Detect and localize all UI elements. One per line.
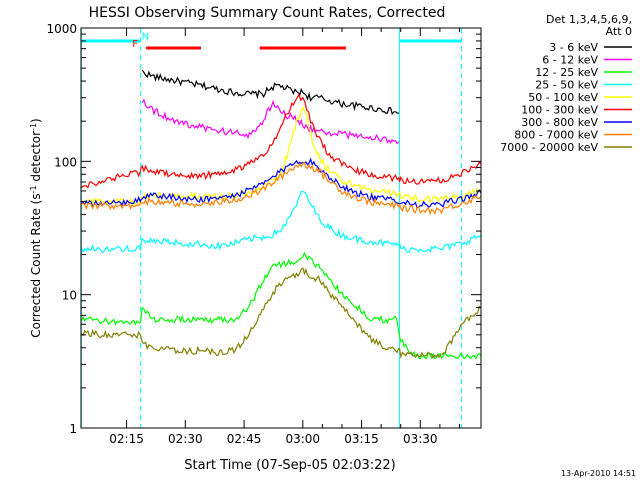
y-axis-ticks: 1 10 100 1000 xyxy=(46,22,481,436)
y-axis-label-part-1: -1 xyxy=(29,185,38,193)
x-tick-label-5: 03:30 xyxy=(403,432,438,446)
legend-label-6: 300 - 800 keV xyxy=(521,116,598,129)
x-tick-label-2: 02:45 xyxy=(227,432,262,446)
legend-label-5: 100 - 300 keV xyxy=(521,104,598,117)
legend-label-8: 7000 - 20000 keV xyxy=(500,141,598,154)
x-axis-label: Start Time (07-Sep-05 02:03:22) xyxy=(184,458,395,473)
y-axis-label-part-2: detector xyxy=(29,131,43,186)
series-line-7 xyxy=(81,161,482,216)
plot-frame xyxy=(80,27,482,429)
annotations: FN xyxy=(132,31,149,50)
series-line-5 xyxy=(81,93,482,189)
x-axis-ticks: 02:15 02:30 02:45 03:00 03:15 03:30 xyxy=(109,28,460,446)
y-tick-label-0: 1 xyxy=(69,422,77,436)
series-line-0 xyxy=(141,69,399,116)
legend-header-0: Det 1,3,4,5,6,9, xyxy=(546,13,632,26)
series-line-1 xyxy=(141,98,400,145)
y-axis-label-part-3: -1 xyxy=(29,123,38,131)
y-axis-label: Corrected Count Rate (s-1 detector-1) xyxy=(29,118,44,337)
chart-title: HESSI Observing Summary Count Rates, Cor… xyxy=(89,5,446,21)
legend-label-0: 3 - 6 keV xyxy=(549,41,598,54)
legend-label-4: 50 - 100 keV xyxy=(528,91,598,104)
legend-label-3: 25 - 50 keV xyxy=(535,79,598,92)
series-lines xyxy=(80,69,482,360)
footer-timestamp: 13-Apr-2010 14:51 xyxy=(561,469,636,478)
series-line-8 xyxy=(81,266,482,359)
y-tick-label-1: 10 xyxy=(62,289,77,303)
series-line-6 xyxy=(81,157,482,209)
series-line-3 xyxy=(80,190,482,254)
annotation-0: F xyxy=(132,39,138,50)
series-line-2 xyxy=(80,251,482,360)
y-axis-label-part-4: ) xyxy=(29,118,43,123)
annotation-1: N xyxy=(142,31,149,42)
y-axis-label-part-0: Corrected Count Rate (s xyxy=(29,193,43,337)
y-tick-label-2: 100 xyxy=(54,155,77,169)
legend-label-2: 12 - 25 keV xyxy=(535,66,598,79)
legend-label-7: 800 - 7000 keV xyxy=(514,129,598,142)
legend-label-1: 6 - 12 keV xyxy=(542,54,598,67)
x-tick-label-3: 03:00 xyxy=(285,432,320,446)
flag-bars xyxy=(81,39,462,50)
x-tick-label-4: 03:15 xyxy=(344,432,379,446)
x-tick-label-1: 02:30 xyxy=(168,432,203,446)
legend-header-1: Att 0 xyxy=(606,25,632,38)
x-tick-label-0: 02:15 xyxy=(109,432,144,446)
y-tick-label-3: 1000 xyxy=(46,22,77,36)
axes xyxy=(80,27,482,429)
